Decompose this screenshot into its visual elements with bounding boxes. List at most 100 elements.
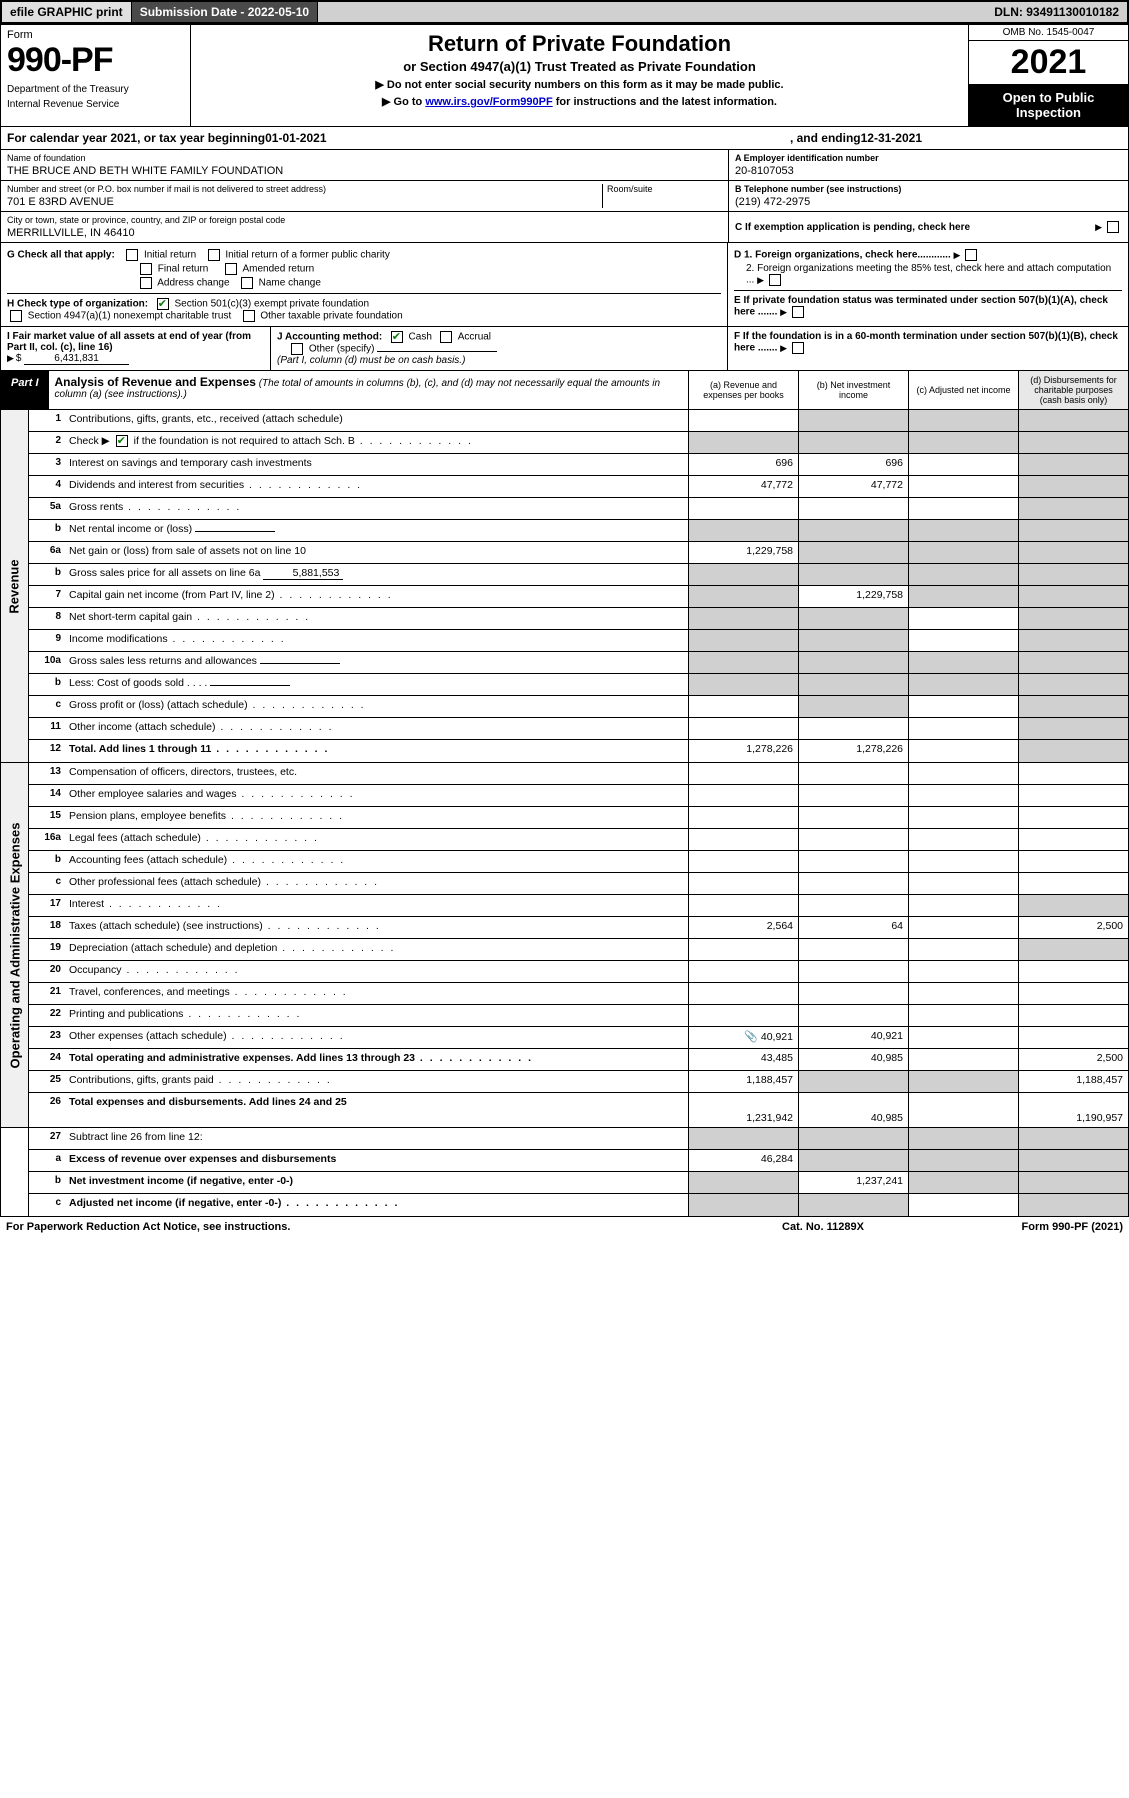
cell-c bbox=[908, 542, 1018, 563]
h-4947-checkbox[interactable] bbox=[10, 310, 22, 322]
expenses-body: 13Compensation of officers, directors, t… bbox=[29, 763, 1128, 1127]
j-cash-checkbox[interactable] bbox=[391, 331, 403, 343]
line-desc: Gross profit or (loss) (attach schedule) bbox=[65, 696, 688, 717]
cell-c bbox=[908, 851, 1018, 872]
cell-a: 46,284 bbox=[688, 1150, 798, 1171]
line-num: b bbox=[29, 851, 65, 872]
j-other-checkbox[interactable] bbox=[291, 343, 303, 355]
cell-d bbox=[1018, 586, 1128, 607]
cell-c bbox=[908, 939, 1018, 960]
row-19: 19Depreciation (attach schedule) and dep… bbox=[29, 939, 1128, 961]
schb-checkbox[interactable] bbox=[116, 435, 128, 447]
c-checkbox[interactable] bbox=[1107, 221, 1119, 233]
r5b-input[interactable] bbox=[195, 531, 275, 532]
g-amended-checkbox[interactable] bbox=[225, 263, 237, 275]
f-checkbox[interactable] bbox=[792, 342, 804, 354]
line-desc: Gross sales price for all assets on line… bbox=[65, 564, 688, 585]
cell-b bbox=[798, 1071, 908, 1092]
page-footer: For Paperwork Reduction Act Notice, see … bbox=[0, 1217, 1129, 1237]
i-block: I Fair market value of all assets at end… bbox=[1, 327, 271, 370]
arrow-icon bbox=[780, 343, 789, 354]
row-12: 12Total. Add lines 1 through 111,278,226… bbox=[29, 740, 1128, 762]
attachment-icon[interactable]: 📎 bbox=[744, 1031, 758, 1043]
r16b-text: Accounting fees (attach schedule) bbox=[69, 854, 227, 866]
h-opt-1: Section 501(c)(3) exempt private foundat… bbox=[174, 299, 369, 310]
irs-link[interactable]: www.irs.gov/Form990PF bbox=[425, 96, 552, 108]
expenses-label: Operating and Administrative Expenses bbox=[7, 822, 22, 1068]
cell-d: 2,500 bbox=[1018, 917, 1128, 938]
ein-box: A Employer identification number 20-8107… bbox=[729, 150, 1128, 181]
part1-title-text: Analysis of Revenue and Expenses bbox=[55, 375, 256, 389]
r9-text: Income modifications bbox=[69, 633, 168, 645]
cell-b: 1,229,758 bbox=[798, 586, 908, 607]
line-desc: Other income (attach schedule) bbox=[65, 718, 688, 739]
cell-c bbox=[908, 895, 1018, 916]
row-5b: bNet rental income or (loss) bbox=[29, 520, 1128, 542]
cell-c bbox=[908, 1093, 1018, 1127]
cell-b bbox=[798, 939, 908, 960]
line27-block: 27Subtract line 26 from line 12: aExcess… bbox=[0, 1128, 1129, 1217]
cell-a bbox=[688, 520, 798, 541]
arrow-icon bbox=[7, 353, 16, 364]
e-checkbox[interactable] bbox=[792, 306, 804, 318]
r10c-text: Gross profit or (loss) (attach schedule) bbox=[69, 699, 248, 711]
row-14: 14Other employee salaries and wages bbox=[29, 785, 1128, 807]
cell-a: 📎 40,921 bbox=[688, 1027, 798, 1048]
cal-mid: , and ending bbox=[790, 131, 861, 145]
row-17: 17Interest bbox=[29, 895, 1128, 917]
cell-a bbox=[688, 410, 798, 431]
row-27: 27Subtract line 26 from line 12: bbox=[29, 1128, 1128, 1150]
name-label: Name of foundation bbox=[7, 153, 722, 163]
line-desc: Other professional fees (attach schedule… bbox=[65, 873, 688, 894]
h-other-checkbox[interactable] bbox=[243, 310, 255, 322]
line-num: 21 bbox=[29, 983, 65, 1004]
r10a-input[interactable] bbox=[260, 663, 340, 664]
cell-a bbox=[688, 432, 798, 453]
r18-text: Taxes (attach schedule) (see instruction… bbox=[69, 920, 263, 932]
h-501c3-checkbox[interactable] bbox=[157, 298, 169, 310]
f-block: F If the foundation is in a 60-month ter… bbox=[728, 327, 1128, 370]
d2-checkbox[interactable] bbox=[769, 274, 781, 286]
g-opt-5: Name change bbox=[259, 278, 321, 289]
cell-d bbox=[1018, 674, 1128, 695]
g-address-checkbox[interactable] bbox=[140, 277, 152, 289]
cell-a bbox=[688, 498, 798, 519]
cell-a bbox=[688, 630, 798, 651]
part1-tag: Part I bbox=[1, 371, 49, 409]
cell-b: 47,772 bbox=[798, 476, 908, 497]
g-final-checkbox[interactable] bbox=[140, 263, 152, 275]
spacer bbox=[318, 2, 986, 22]
row-10c: cGross profit or (loss) (attach schedule… bbox=[29, 696, 1128, 718]
r16c-text: Other professional fees (attach schedule… bbox=[69, 876, 261, 888]
efile-print-button[interactable]: efile GRAPHIC print bbox=[2, 2, 132, 22]
g-initial-checkbox[interactable] bbox=[126, 249, 138, 261]
footer-right: Form 990-PF (2021) bbox=[923, 1221, 1123, 1233]
line27-body: 27Subtract line 26 from line 12: aExcess… bbox=[29, 1128, 1128, 1216]
i-value: 6,431,831 bbox=[24, 353, 129, 365]
line-num: 6a bbox=[29, 542, 65, 563]
submission-date: Submission Date - 2022-05-10 bbox=[132, 2, 318, 22]
cell-b bbox=[798, 851, 908, 872]
cell-a: 1,278,226 bbox=[688, 740, 798, 762]
line-num: 10a bbox=[29, 652, 65, 673]
cell-b bbox=[798, 432, 908, 453]
info-block: Name of foundation THE BRUCE AND BETH WH… bbox=[0, 150, 1129, 243]
r11-text: Other income (attach schedule) bbox=[69, 721, 216, 733]
j-accrual-checkbox[interactable] bbox=[440, 331, 452, 343]
row-27c: cAdjusted net income (if negative, enter… bbox=[29, 1194, 1128, 1216]
cell-b bbox=[798, 410, 908, 431]
j-accrual: Accrual bbox=[458, 332, 491, 343]
cell-c bbox=[908, 1071, 1018, 1092]
cell-c bbox=[908, 586, 1018, 607]
d1-checkbox[interactable] bbox=[965, 249, 977, 261]
line-num: 25 bbox=[29, 1071, 65, 1092]
line-desc: Net gain or (loss) from sale of assets n… bbox=[65, 542, 688, 563]
line-desc: Total expenses and disbursements. Add li… bbox=[65, 1093, 688, 1127]
d1-label: D 1. Foreign organizations, check here..… bbox=[734, 250, 951, 261]
r22-text: Printing and publications bbox=[69, 1008, 183, 1020]
g-initial-former-checkbox[interactable] bbox=[208, 249, 220, 261]
g-name-checkbox[interactable] bbox=[241, 277, 253, 289]
city-box: City or town, state or province, country… bbox=[1, 212, 728, 242]
r10b-input[interactable] bbox=[210, 685, 290, 686]
row-20: 20Occupancy bbox=[29, 961, 1128, 983]
